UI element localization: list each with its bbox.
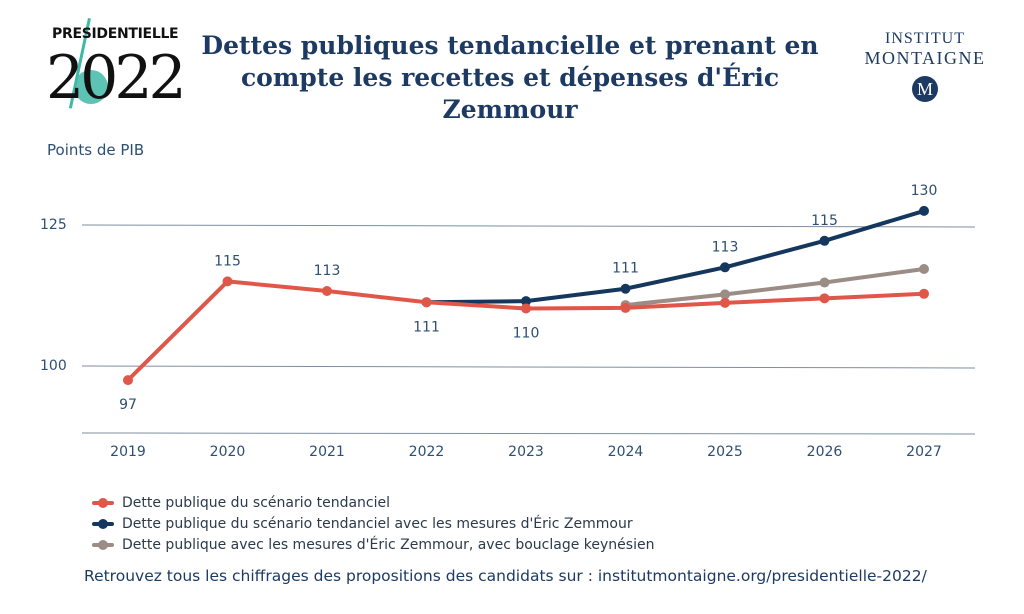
series-1-point	[720, 262, 730, 273]
x-tick-label-2021: 2021	[309, 444, 345, 460]
chart-title: Dettes publiques tendancielle et prenant…	[170, 30, 850, 126]
data-label-2022: 111	[413, 319, 440, 335]
legend-label: Dette publique avec les mesures d'Éric Z…	[122, 536, 655, 553]
logo-presidentielle-text: PRESIDENTIELLE	[52, 26, 179, 42]
legend-item-keynesien: Dette publique avec les mesures d'Éric Z…	[92, 534, 654, 555]
series-1-point	[819, 235, 830, 246]
legend-swatch-grey	[92, 539, 114, 550]
gridline-100	[81, 365, 976, 369]
data-label-2021: 113	[314, 263, 341, 279]
series-2-point	[819, 277, 830, 288]
legend-item-zemmour: Dette publique du scénario tendanciel av…	[92, 513, 654, 534]
institut-montaigne-logo: INSTITUT MONTAIGNE M	[858, 30, 992, 102]
y-tick-label: 100	[40, 358, 67, 374]
legend-swatch-red	[92, 497, 114, 508]
series-0-point	[919, 288, 929, 299]
logo-m-badge: M	[912, 76, 938, 102]
chart-title-line1: Dettes publiques tendancielle et prenant…	[201, 31, 819, 60]
series-1-point	[521, 296, 531, 307]
data-label-2023: 110	[513, 325, 540, 341]
chart-legend: Dette publique du scénario tendanciel De…	[92, 492, 654, 555]
series-0-point	[123, 375, 133, 386]
y-tick-label: 125	[40, 217, 67, 233]
x-axis-line	[81, 432, 976, 435]
chart-title-line2: compte les recettes et dépenses d'Éric Z…	[240, 63, 780, 124]
data-label-2025: 113	[712, 239, 739, 255]
series-0-point	[322, 285, 332, 296]
series-1-point	[919, 205, 929, 216]
series-0-point	[720, 297, 730, 308]
logo-institut-text: INSTITUT	[885, 30, 965, 47]
data-label-2026: 115	[811, 213, 838, 229]
data-label-2027: 130	[911, 183, 938, 199]
x-tick-label-2026: 2026	[807, 444, 843, 460]
legend-item-tendanciel: Dette publique du scénario tendanciel	[92, 492, 654, 513]
series-0-point	[421, 297, 432, 308]
series-2-point	[919, 263, 929, 274]
footer-link-text[interactable]: Retrouvez tous les chiffrages des propos…	[84, 567, 927, 585]
logo-montaigne-text: MONTAIGNE	[864, 48, 986, 68]
series-0-point	[620, 302, 631, 313]
legend-swatch-navy	[92, 518, 114, 529]
data-label-2020: 115	[214, 253, 241, 269]
data-label-2024: 111	[612, 261, 639, 277]
legend-label: Dette publique du scénario tendanciel	[122, 494, 391, 511]
data-label-2019: 97	[119, 397, 137, 413]
y-axis-unit-label: Points de PIB	[47, 141, 145, 159]
series-line-2	[623, 266, 926, 308]
gridline-125	[81, 224, 976, 228]
series-2-point	[720, 289, 730, 300]
logo-year-text: 2022	[46, 43, 187, 113]
x-tick-label-2020: 2020	[210, 444, 246, 460]
series-0-point	[819, 293, 830, 304]
x-tick-label-2024: 2024	[608, 444, 644, 460]
series-0-point	[222, 276, 233, 287]
presidentielle-2022-logo: PRESIDENTIELLE 2022	[44, 18, 187, 113]
series-1-point	[620, 283, 631, 294]
series-0-point	[521, 303, 531, 314]
legend-label: Dette publique du scénario tendanciel av…	[122, 515, 633, 532]
x-tick-label-2025: 2025	[707, 444, 743, 460]
x-tick-label-2023: 2023	[508, 444, 544, 460]
x-tick-label-2027: 2027	[906, 444, 942, 460]
x-tick-label-2019: 2019	[110, 444, 146, 460]
logo-circle-mark	[74, 70, 108, 104]
x-tick-label-2022: 2022	[409, 444, 445, 460]
series-line-1	[424, 208, 926, 305]
